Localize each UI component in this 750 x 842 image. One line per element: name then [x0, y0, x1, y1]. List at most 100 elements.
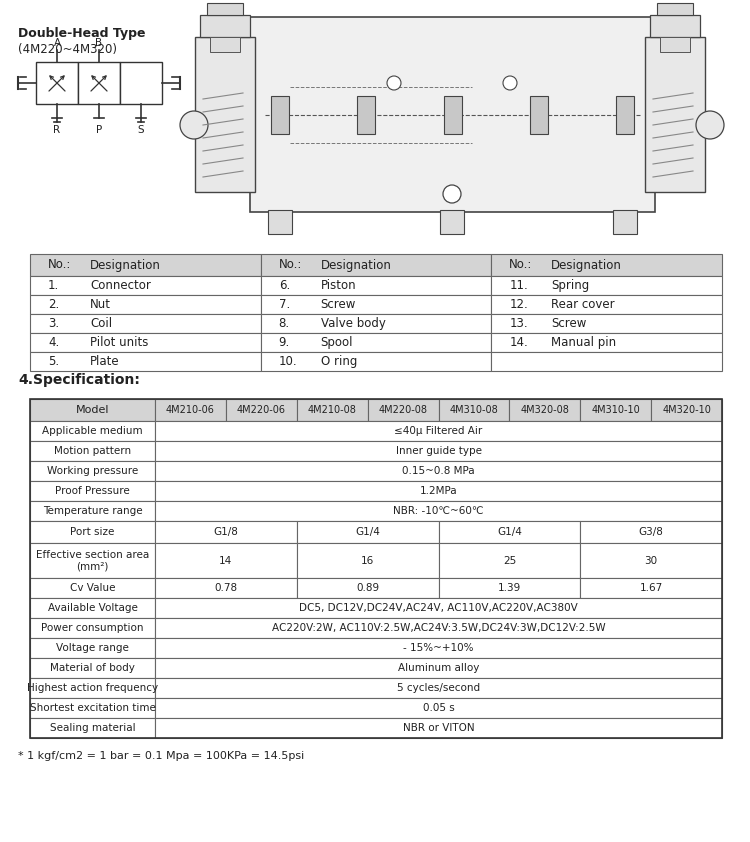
- Text: 0.05 s: 0.05 s: [423, 703, 454, 713]
- Bar: [439, 399, 509, 421]
- Text: AC220V:2W, AC110V:2.5W,AC24V:3.5W,DC24V:3W,DC12V:2.5W: AC220V:2W, AC110V:2.5W,AC24V:3.5W,DC24V:…: [272, 623, 605, 633]
- Text: 4M320-10: 4M320-10: [662, 405, 711, 415]
- Bar: [30, 399, 155, 421]
- Text: 1.2MPa: 1.2MPa: [420, 486, 458, 496]
- Bar: [357, 96, 375, 134]
- Bar: [30, 352, 261, 371]
- Bar: [155, 678, 722, 698]
- Text: Double-Head Type: Double-Head Type: [18, 28, 146, 40]
- Bar: [439, 543, 580, 578]
- Text: 4M210-08: 4M210-08: [308, 405, 357, 415]
- Bar: [491, 352, 722, 371]
- Bar: [30, 501, 155, 521]
- Text: 11.: 11.: [509, 279, 528, 292]
- Bar: [30, 461, 155, 481]
- Text: (4M220~4M320): (4M220~4M320): [18, 42, 117, 56]
- Bar: [30, 618, 155, 638]
- Text: 0.78: 0.78: [214, 583, 238, 593]
- Bar: [155, 441, 722, 461]
- Bar: [268, 210, 292, 234]
- Text: 10.: 10.: [279, 355, 297, 368]
- Text: NBR or VITON: NBR or VITON: [403, 723, 474, 733]
- Bar: [616, 96, 634, 134]
- Text: 4M220-06: 4M220-06: [237, 405, 286, 415]
- Bar: [155, 578, 297, 598]
- Bar: [30, 295, 261, 314]
- Text: 4M220-08: 4M220-08: [379, 405, 427, 415]
- Bar: [120, 62, 162, 104]
- Bar: [30, 314, 261, 333]
- Text: Voltage range: Voltage range: [56, 643, 129, 653]
- Bar: [491, 333, 722, 352]
- Text: 12.: 12.: [509, 298, 528, 311]
- Bar: [155, 638, 722, 658]
- Text: Aluminum alloy: Aluminum alloy: [398, 663, 479, 673]
- Bar: [491, 295, 722, 314]
- Text: 7.: 7.: [279, 298, 290, 311]
- Text: DC5, DC12V,DC24V,AC24V, AC110V,AC220V,AC380V: DC5, DC12V,DC24V,AC24V, AC110V,AC220V,AC…: [299, 603, 578, 613]
- Bar: [30, 254, 261, 276]
- Text: Highest action frequency: Highest action frequency: [27, 683, 158, 693]
- Text: 5 cycles/second: 5 cycles/second: [397, 683, 480, 693]
- Bar: [651, 399, 722, 421]
- Text: S: S: [138, 125, 144, 135]
- Text: Pilot units: Pilot units: [90, 336, 148, 349]
- Text: G1/8: G1/8: [214, 527, 238, 537]
- Bar: [207, 3, 243, 15]
- Text: 5.: 5.: [48, 355, 59, 368]
- Bar: [580, 578, 722, 598]
- Bar: [368, 399, 439, 421]
- Text: Piston: Piston: [321, 279, 356, 292]
- Text: Screw: Screw: [321, 298, 356, 311]
- Bar: [200, 15, 250, 37]
- Bar: [250, 17, 655, 212]
- Text: No.:: No.:: [279, 258, 302, 271]
- Text: R: R: [53, 125, 61, 135]
- Bar: [30, 658, 155, 678]
- Text: * 1 kgf/cm2 = 1 bar = 0.1 Mpa = 100KPa = 14.5psi: * 1 kgf/cm2 = 1 bar = 0.1 Mpa = 100KPa =…: [18, 751, 304, 761]
- Text: Valve body: Valve body: [321, 317, 386, 330]
- Text: Nut: Nut: [90, 298, 111, 311]
- Bar: [443, 96, 461, 134]
- Text: Inner guide type: Inner guide type: [395, 446, 482, 456]
- Text: 0.89: 0.89: [356, 583, 380, 593]
- Bar: [155, 421, 722, 441]
- Bar: [195, 37, 255, 192]
- Bar: [439, 521, 580, 543]
- Text: 8.: 8.: [279, 317, 290, 330]
- Bar: [530, 96, 548, 134]
- Text: O ring: O ring: [321, 355, 357, 368]
- Text: Rear cover: Rear cover: [551, 298, 615, 311]
- Bar: [660, 37, 690, 52]
- Bar: [261, 276, 491, 295]
- Text: Sealing material: Sealing material: [50, 723, 135, 733]
- Bar: [580, 521, 722, 543]
- Bar: [30, 598, 155, 618]
- Text: 4.: 4.: [48, 336, 59, 349]
- Bar: [30, 441, 155, 461]
- Text: G3/8: G3/8: [639, 527, 664, 537]
- Text: A: A: [53, 38, 61, 48]
- Text: Manual pin: Manual pin: [551, 336, 616, 349]
- Bar: [155, 481, 722, 501]
- Bar: [271, 96, 289, 134]
- Bar: [613, 210, 637, 234]
- Bar: [30, 481, 155, 501]
- Bar: [155, 399, 226, 421]
- Text: Screw: Screw: [551, 317, 586, 330]
- Bar: [210, 37, 240, 52]
- Text: Material of body: Material of body: [50, 663, 135, 673]
- Text: Power consumption: Power consumption: [41, 623, 144, 633]
- Bar: [155, 598, 722, 618]
- Text: 4.Specification:: 4.Specification:: [18, 373, 140, 387]
- Bar: [261, 352, 491, 371]
- Bar: [155, 501, 722, 521]
- Bar: [155, 543, 297, 578]
- Bar: [297, 578, 439, 598]
- Circle shape: [503, 76, 517, 90]
- Text: 6.: 6.: [279, 279, 290, 292]
- Bar: [509, 399, 580, 421]
- Text: Temperature range: Temperature range: [43, 506, 142, 516]
- Circle shape: [443, 185, 461, 203]
- Bar: [30, 521, 155, 543]
